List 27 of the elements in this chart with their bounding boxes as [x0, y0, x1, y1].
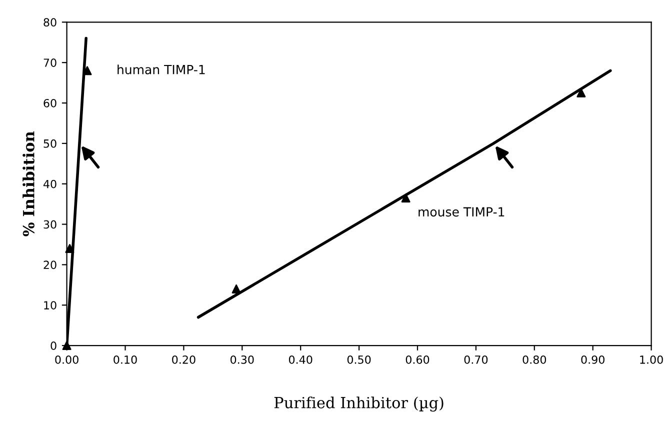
x-tick-label: 0.30 [230, 355, 254, 364]
x-axis-title: Purified Inhibitor (µg) [274, 396, 444, 412]
y-tick-label: 30 [44, 220, 56, 229]
x-tick-label: 0.50 [347, 355, 371, 364]
y-tick-label: 70 [44, 58, 56, 67]
annotation: mouse TIMP-1 [418, 207, 504, 217]
x-tick-label: 1.00 [640, 355, 663, 364]
y-tick-label: 40 [43, 180, 56, 188]
y-tick-label: 0 [50, 342, 56, 350]
point [65, 244, 74, 254]
y-tick-label: 50 [44, 139, 56, 148]
y-tick-label: 80 [44, 18, 56, 27]
point [232, 284, 241, 294]
x-tick-label: 0.80 [522, 355, 546, 364]
y-tick-label: 10 [44, 301, 56, 310]
y-axis-title: % Inhibition [22, 131, 34, 236]
annotation: human TIMP-1 [118, 64, 205, 74]
x-tick-label: 0.70 [464, 355, 488, 364]
x-tick-label: 0.90 [581, 355, 604, 364]
x-tick-label: 0.20 [172, 355, 196, 364]
x-tick-label: 0.40 [288, 355, 312, 364]
point [401, 193, 410, 202]
y-tick-label: 60 [44, 98, 56, 108]
x-tick-label: 0.10 [114, 355, 137, 364]
y-tick-label: 20 [44, 260, 56, 270]
x-tick-label: 0.60 [406, 355, 430, 364]
x-tick-label: 0.00 [55, 355, 78, 364]
